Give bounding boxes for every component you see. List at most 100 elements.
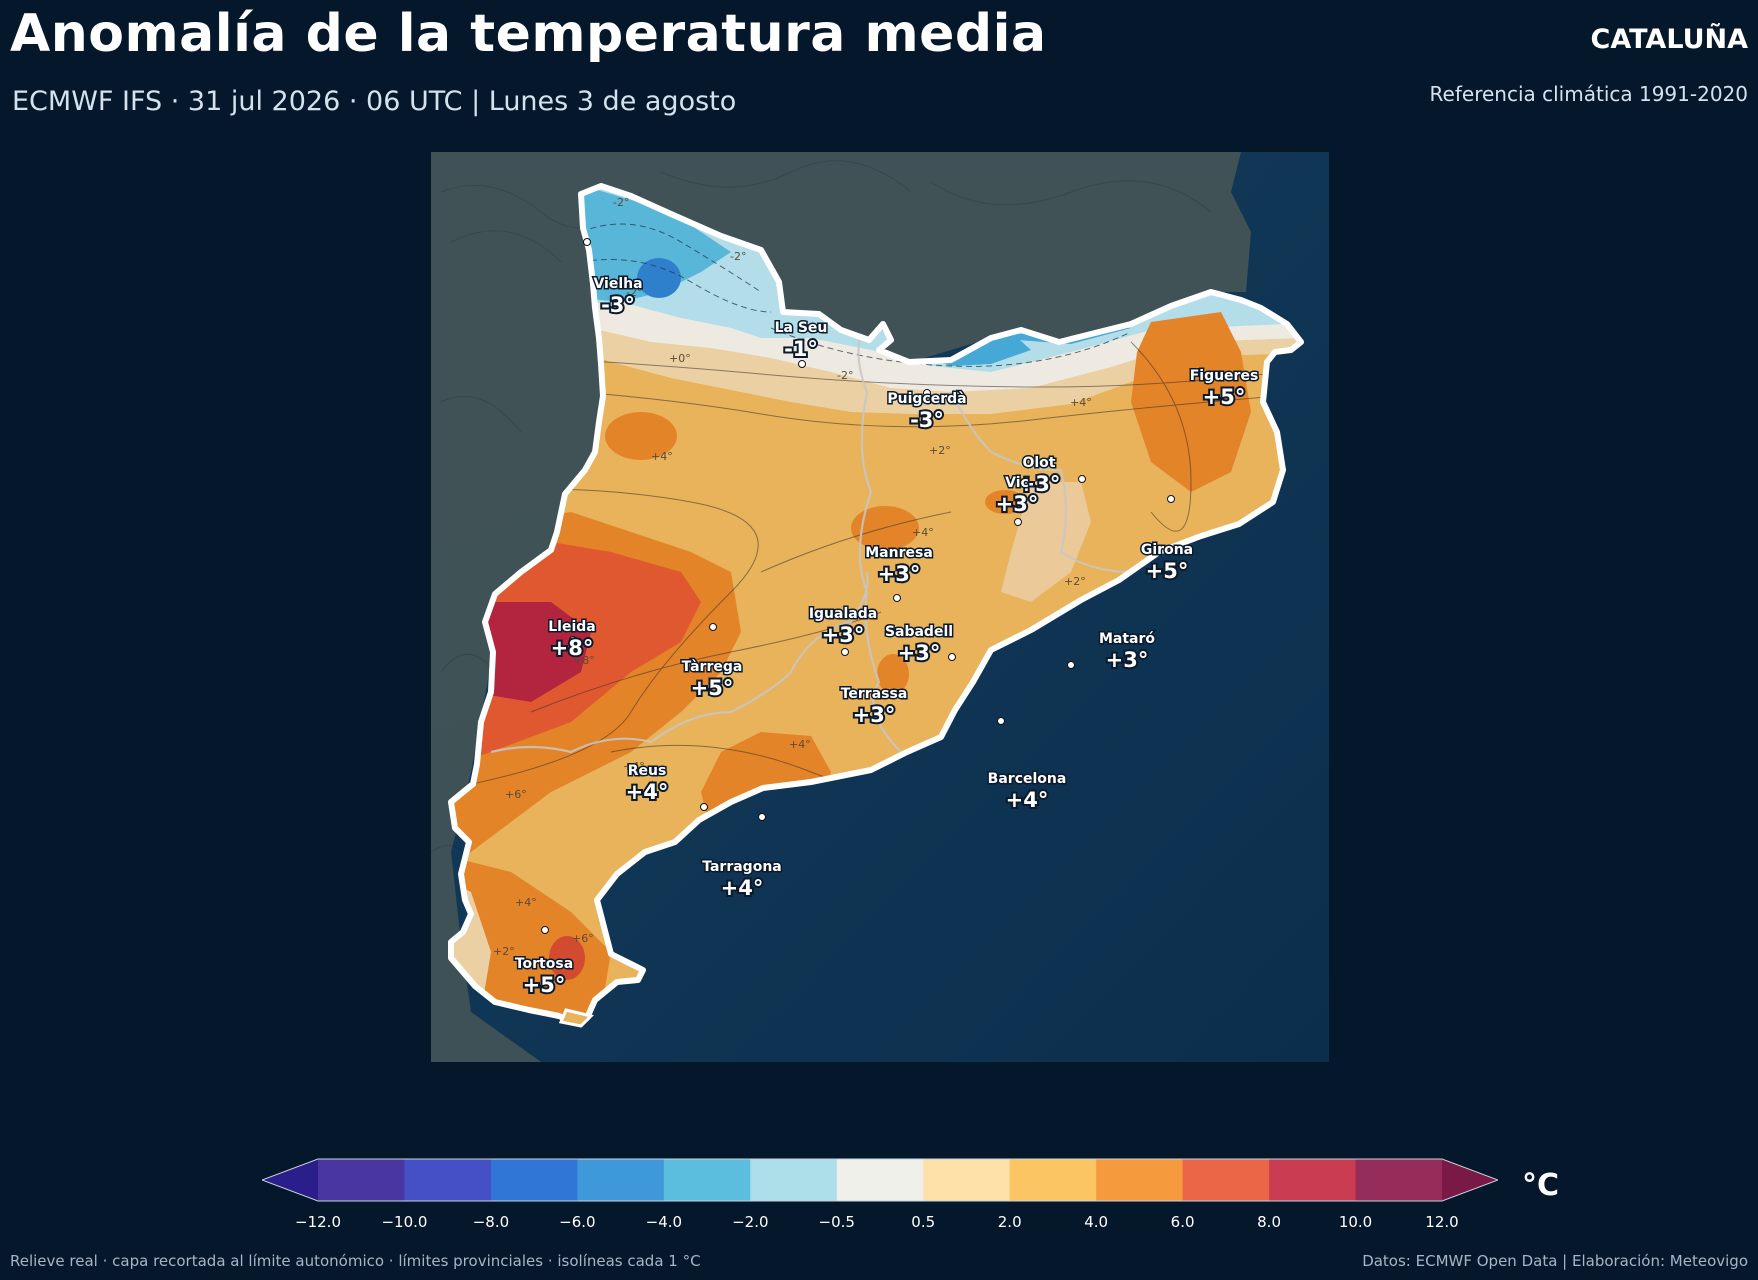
climate-reference: Referencia climática 1991-2020 [1429, 82, 1748, 106]
colorbar-segment [1182, 1159, 1270, 1201]
city-anomaly-value: +3° [878, 562, 921, 586]
map-title: Anomalía de la temperatura media [10, 4, 1047, 64]
colorbar-overflow [1442, 1159, 1498, 1201]
footer-notes: Relieve real · capa recortada al límite … [10, 1252, 701, 1270]
city-name: Manresa [865, 545, 933, 561]
city-anomaly-value: +4° [626, 780, 669, 804]
isoline-label: -2° [626, 286, 642, 299]
city-marker: Tarragona+4° [701, 813, 783, 902]
city-anomaly-value: +5° [1203, 385, 1246, 409]
colorbar-tick-label: −12.0 [295, 1213, 341, 1231]
city-dot [1078, 475, 1086, 483]
colorbar-tick-label: −8.0 [472, 1213, 510, 1231]
colorbar-tick-label: −4.0 [645, 1213, 683, 1231]
colorbar-segment [750, 1159, 838, 1201]
city-name: Tarragona [702, 859, 782, 875]
colorbar-segment [1269, 1159, 1357, 1201]
city-anomaly-value: +3° [822, 623, 865, 647]
city-anomaly-value: -1° [784, 337, 818, 361]
colorbar-segment [404, 1159, 492, 1201]
city-marker: Tàrrega+5° [680, 623, 744, 702]
footer-credits: Datos: ECMWF Open Data | Elaboración: Me… [1362, 1252, 1748, 1270]
city-anomaly-value: +5° [1146, 559, 1189, 583]
colorbar-tick-label: 10.0 [1338, 1213, 1373, 1231]
city-anomaly-value: +3° [898, 641, 941, 665]
isoline-label: -2° [730, 250, 746, 263]
colorbar-tick-label: −6.0 [559, 1213, 596, 1231]
anomaly-map: -2° -2° -2° +0° -2° +2° +4° +4° +4° +2° +8° +6° +4° +… [431, 152, 1329, 1062]
colorbar-unit: °C [1522, 1168, 1560, 1203]
colorbar-svg [260, 1158, 1500, 1202]
city-name: Sabadell [885, 624, 953, 640]
city-marker: Mataró+3° [1067, 630, 1157, 674]
city-dot [1067, 661, 1075, 669]
map-subtitle: ECMWF IFS · 31 jul 2026 · 06 UTC | Lunes… [12, 86, 737, 117]
city-marker: Vic+3° [994, 474, 1040, 526]
city-dot [923, 389, 931, 397]
city-marker: Barcelona+4° [986, 717, 1068, 814]
city-name: Reus [628, 763, 667, 779]
city-name: Vic [1005, 475, 1029, 491]
city-name: Tàrrega [682, 659, 743, 675]
city-marker: Terrassa+3° [839, 685, 909, 730]
city-name: Lleida [548, 619, 595, 635]
isoline-label: -2° [837, 369, 853, 382]
colorbar-segment [836, 1159, 924, 1201]
city-dot [997, 717, 1005, 725]
colorbar-tick-label: 2.0 [997, 1213, 1022, 1231]
city-anomaly-value: -3° [910, 408, 944, 432]
isoline-label: +4° [789, 738, 811, 751]
city-dot [1207, 395, 1215, 403]
city-dot [569, 636, 577, 644]
city-name: Mataró [1099, 631, 1155, 647]
city-dot [893, 594, 901, 602]
colorbar-segment [1355, 1159, 1443, 1201]
city-name: Puigcerdà [887, 391, 966, 407]
isoline-label: +6° [505, 788, 527, 801]
isoline-label: +2° [929, 444, 951, 457]
city-name: La Seu [775, 320, 828, 336]
city-dot [758, 813, 766, 821]
city-marker: Manresa+3° [864, 544, 934, 602]
colorbar-underflow [262, 1159, 318, 1201]
colorbar-tick-label: 4.0 [1084, 1213, 1109, 1231]
city-name: Figueres [1190, 368, 1259, 384]
isoline-label: +0° [669, 352, 691, 365]
colorbar-tick-label: −2.0 [732, 1213, 769, 1231]
city-marker: Lleida+8° [547, 618, 597, 663]
colorbar-segment [1009, 1159, 1097, 1201]
city-anomaly-value: +3° [853, 703, 896, 727]
city-layer: Vielha-3°La Seu-1°Puigcerdà-3°Figueres+5… [513, 238, 1260, 999]
city-marker: Tortosa+5° [513, 926, 575, 999]
isoline-label: +4° [623, 760, 645, 773]
city-anomaly-value: +4° [1006, 788, 1049, 812]
city-marker: Olot+3° [1016, 454, 1086, 498]
colorbar-segment [318, 1159, 405, 1201]
isoline-label: +4° [1070, 396, 1092, 409]
city-anomaly-value: -3° [601, 293, 635, 317]
city-marker: Reus+4° [624, 762, 708, 811]
colorbar-segment [577, 1159, 665, 1201]
delta-islet [558, 1008, 594, 1028]
city-dot [880, 689, 888, 697]
city-anomaly-value: +5° [691, 676, 734, 700]
colorbar-tick-label: −10.0 [381, 1213, 428, 1231]
isoline-label: +4° [912, 526, 934, 539]
city-marker: Girona+5° [1139, 495, 1195, 585]
city-name: Igualada [809, 606, 877, 622]
colorbar-tick-label: 6.0 [1170, 1213, 1195, 1231]
city-name: Vielha [593, 276, 642, 292]
isoline-label: +2° [1064, 575, 1086, 588]
colorbar-segment [490, 1159, 578, 1201]
colorbar-tick-label: 12.0 [1425, 1213, 1459, 1231]
city-name: Terrassa [841, 686, 908, 702]
city-anomaly-value: +3° [996, 492, 1039, 516]
city-anomaly-value: +8° [551, 636, 594, 660]
city-dot [798, 360, 806, 368]
city-dot [841, 648, 849, 656]
city-dot [700, 803, 708, 811]
colorbar [260, 1158, 1500, 1202]
map-svg: -2° -2° -2° +0° -2° +2° +4° +4° +4° +2° +8° +6° +4° +… [431, 152, 1329, 1062]
isoline-label: +4° [515, 896, 537, 909]
isoline-label: +4° [651, 450, 673, 463]
